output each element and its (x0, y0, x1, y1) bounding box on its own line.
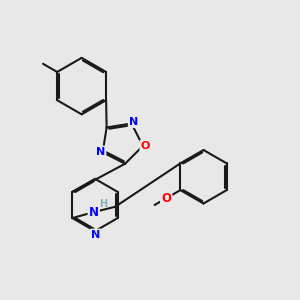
Text: N: N (96, 147, 105, 157)
Text: H: H (99, 199, 107, 208)
Text: N: N (129, 117, 138, 127)
Text: N: N (89, 206, 99, 219)
Text: N: N (91, 230, 100, 240)
Text: O: O (141, 141, 150, 151)
Text: O: O (161, 192, 171, 205)
